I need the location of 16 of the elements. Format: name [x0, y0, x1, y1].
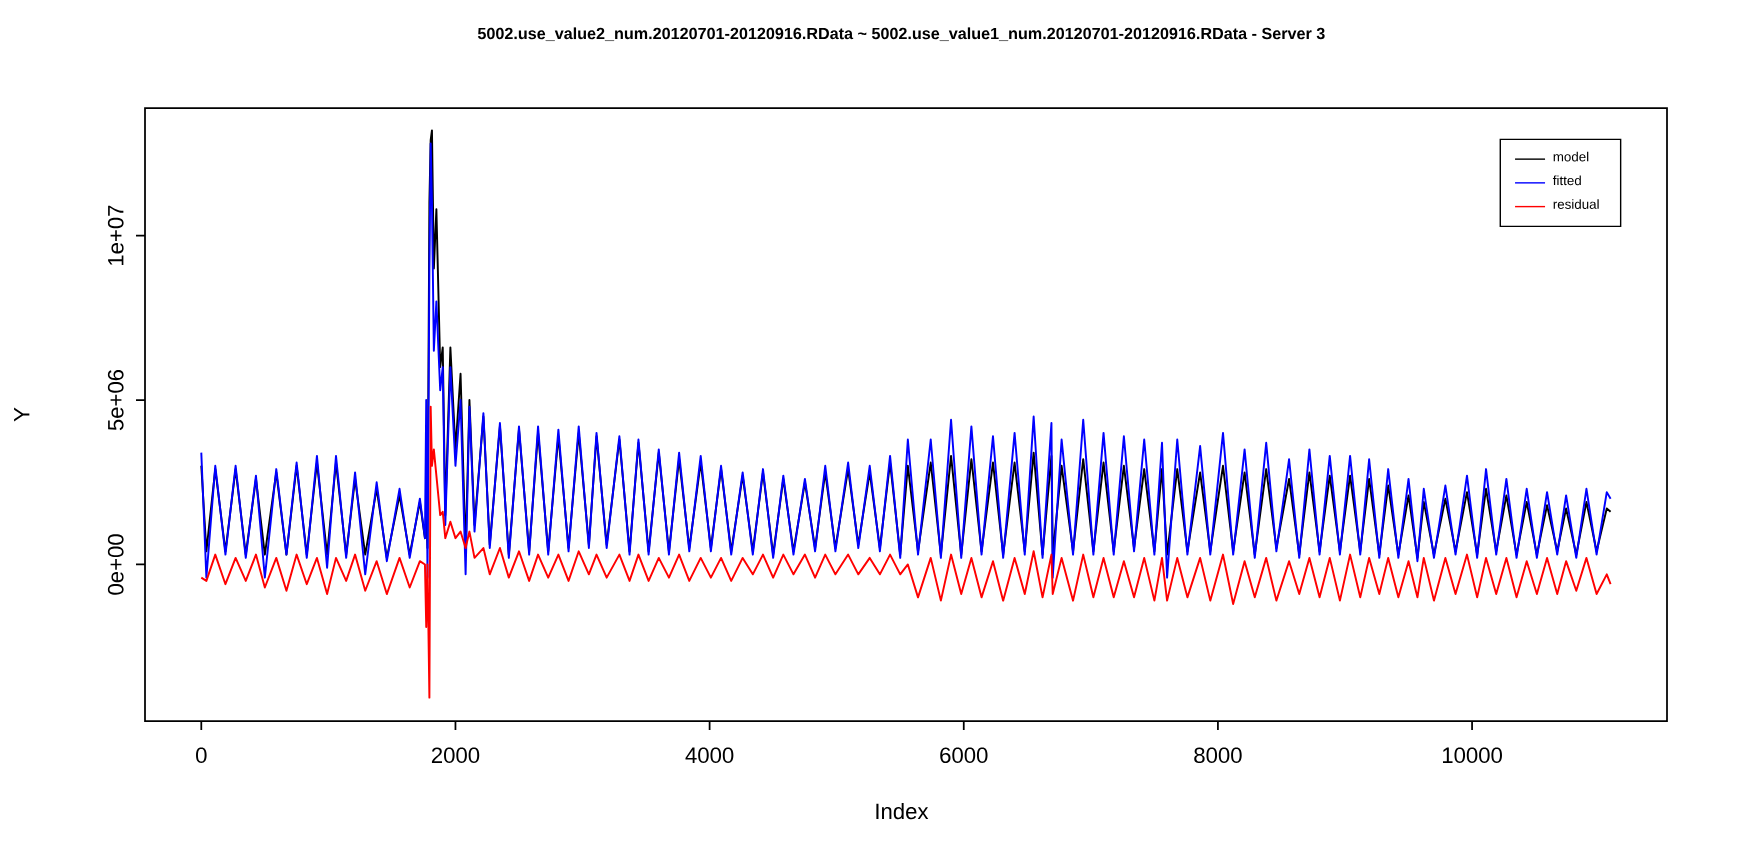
line-series: [200, 405, 1612, 699]
chart-title: 5002.use_value2_num.20120701-20120916.RData ~ 5002.use_value1_num.20120701-20120916.RData - Server 3: [477, 27, 1325, 42]
y-tick-label: 0e+00: [107, 534, 124, 595]
legend-label: model: [1553, 151, 1589, 162]
y-tick-label: 5e+06: [107, 369, 124, 431]
x-tick-label: 2000: [431, 747, 480, 764]
legend-label: residual: [1553, 199, 1599, 209]
legend-label: fitted: [1552, 175, 1581, 186]
x-tick-label: 0: [196, 747, 207, 764]
x-tick-label: 8000: [1194, 747, 1242, 764]
y-tick-label: 1e+07: [107, 205, 124, 265]
y-axis-title: Y: [14, 407, 30, 422]
x-tick-label: 6000: [940, 747, 988, 764]
x-tick-label: 4000: [685, 747, 734, 764]
x-tick-label: 10000: [1442, 747, 1502, 764]
x-axis-title: Index: [876, 802, 929, 820]
